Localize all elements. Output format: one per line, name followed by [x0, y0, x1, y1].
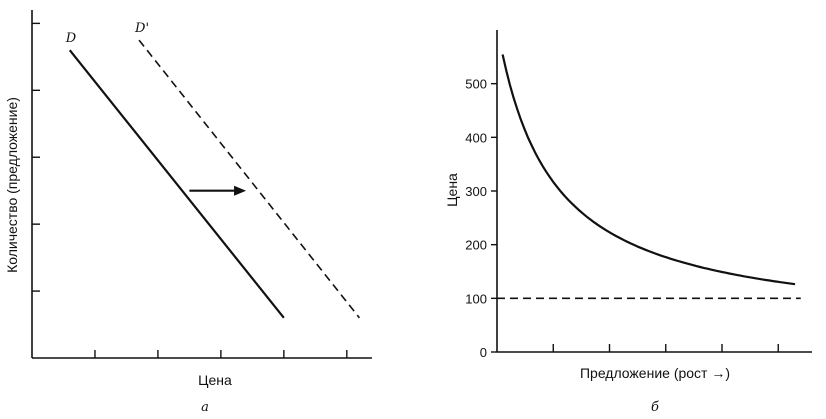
series-line-d-prime: [138, 39, 361, 319]
series-line-d: [68, 49, 285, 319]
shift-arrow-head: [234, 185, 247, 196]
panel-b-y-tick-label: 200: [465, 238, 487, 253]
chart-panel-b: 0 100 200 300 400 500 Предложение (рост →) Це…: [444, 30, 812, 415]
panel-b-caption: б: [651, 400, 659, 415]
panel-b-y-axis-label: Цена: [444, 173, 460, 207]
panel-b-y-tick-label: 400: [465, 130, 487, 145]
panel-b-y-tick-label: 0: [480, 345, 487, 360]
curve-label-d-prime: D': [134, 21, 149, 36]
panel-b-y-tick-label: 500: [465, 77, 487, 92]
series-line-curve: [501, 54, 796, 286]
panel-b-y-tick-label: 300: [465, 184, 487, 199]
panel-a-caption: а: [201, 400, 209, 415]
chart-panel-a: D D' Цена Количество (предложение) а: [4, 10, 372, 415]
panel-b-x-axis-label: Предложение (рост →): [580, 365, 730, 381]
panel-a-x-axis-label: Цена: [198, 372, 232, 388]
panel-a-y-axis-label: Количество (предложение): [4, 97, 20, 273]
curve-label-d: D: [65, 31, 77, 46]
panel-b-y-tick-label: 100: [465, 291, 487, 306]
